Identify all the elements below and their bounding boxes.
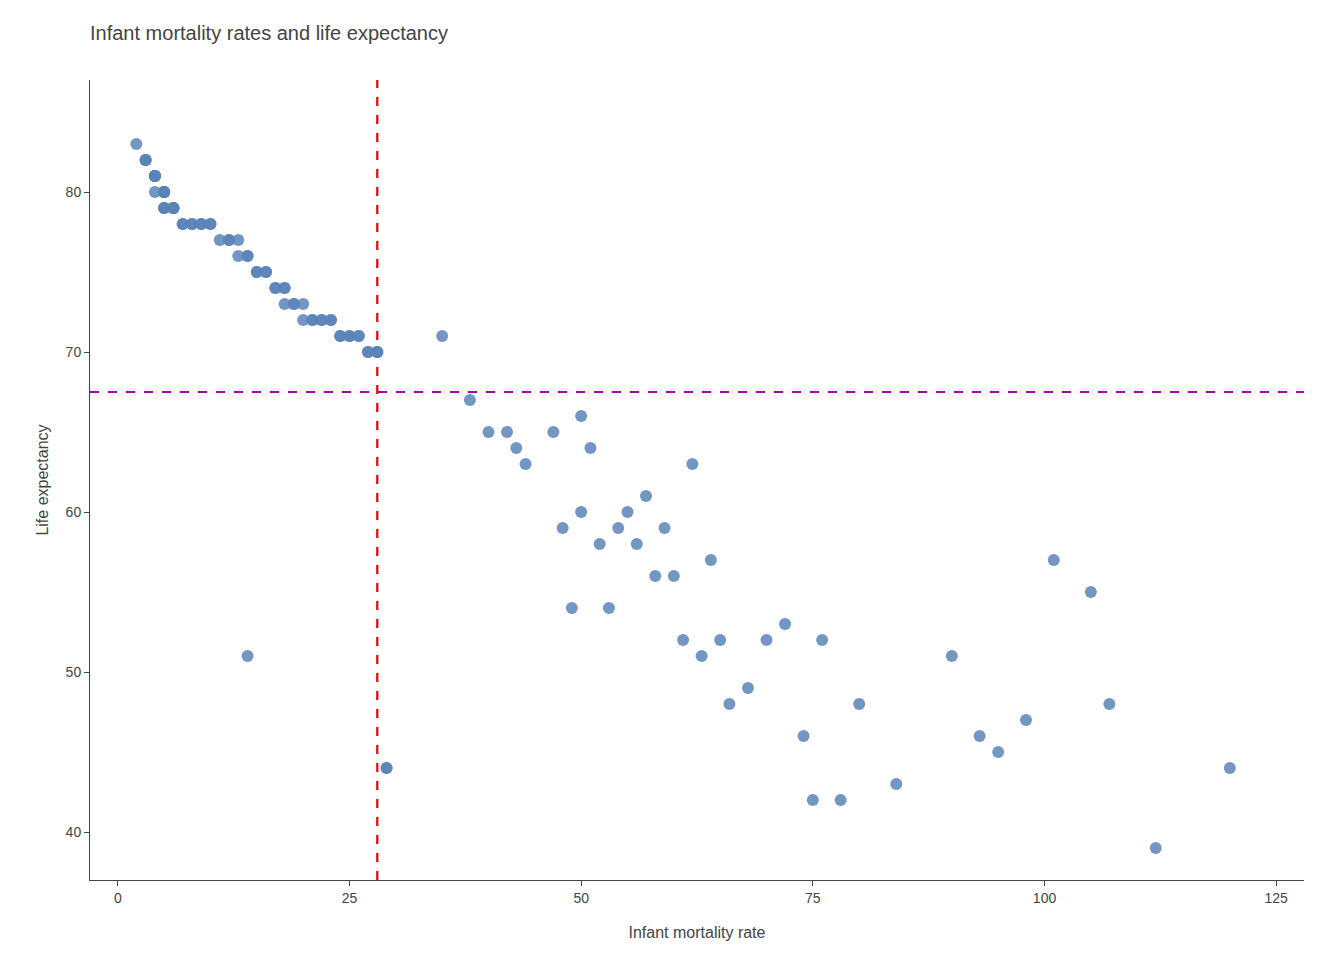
svg-text:Infant mortality rates and lif: Infant mortality rates and life expectan… <box>90 22 448 44</box>
svg-text:60: 60 <box>66 504 82 520</box>
svg-text:25: 25 <box>342 890 358 906</box>
svg-text:125: 125 <box>1265 890 1289 906</box>
svg-text:Infant mortality rate: Infant mortality rate <box>629 924 766 941</box>
svg-text:Life expectancy: Life expectancy <box>34 424 51 535</box>
svg-text:80: 80 <box>66 184 82 200</box>
svg-text:70: 70 <box>66 344 82 360</box>
svg-text:75: 75 <box>805 890 821 906</box>
svg-text:100: 100 <box>1033 890 1057 906</box>
svg-text:40: 40 <box>66 824 82 840</box>
svg-text:50: 50 <box>573 890 589 906</box>
svg-text:50: 50 <box>66 664 82 680</box>
svg-text:0: 0 <box>114 890 122 906</box>
